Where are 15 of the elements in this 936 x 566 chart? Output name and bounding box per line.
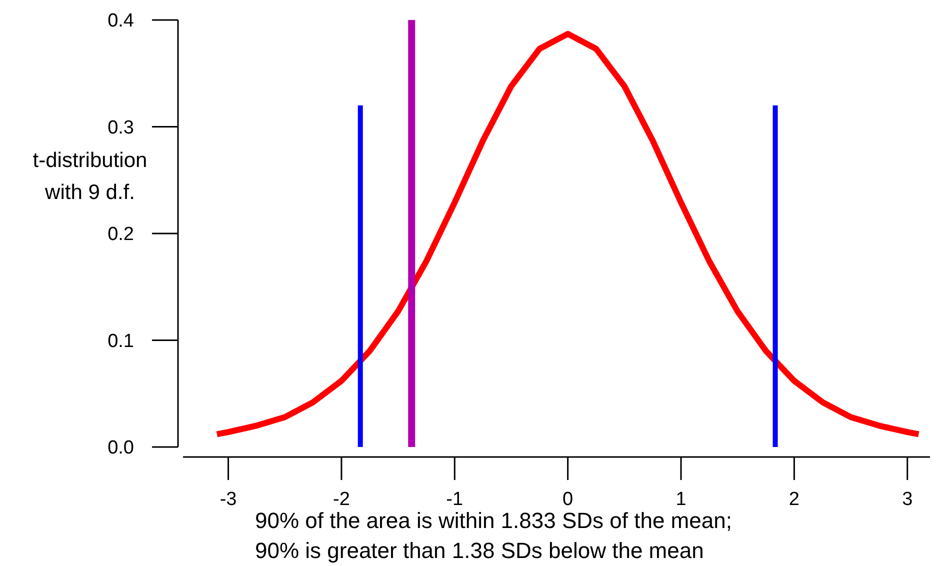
y-tick-label: 0.2 xyxy=(108,224,134,246)
y-axis-title: t-distribution with 9 d.f. xyxy=(32,149,148,204)
x-tick-label: -1 xyxy=(446,489,464,510)
x-tick-label: 3 xyxy=(902,489,913,510)
x-tick-label: 2 xyxy=(788,489,800,510)
x-tick-label: -3 xyxy=(220,489,237,510)
text: 90% is greater than 1.38 SDs below the mean xyxy=(255,538,704,563)
x-tick-label: -2 xyxy=(333,489,350,510)
x-tick-label: 0 xyxy=(562,489,574,510)
y-tick-label: 0.3 xyxy=(108,117,134,138)
text: 90% of the area is within 1.833 SDs of the mean; xyxy=(255,508,732,533)
x-tick-label: 1 xyxy=(676,489,686,510)
y-tick-label: 0.1 xyxy=(108,330,134,352)
y-tick-label: 0.0 xyxy=(108,438,134,459)
y-tick-label: 0.4 xyxy=(108,10,134,32)
